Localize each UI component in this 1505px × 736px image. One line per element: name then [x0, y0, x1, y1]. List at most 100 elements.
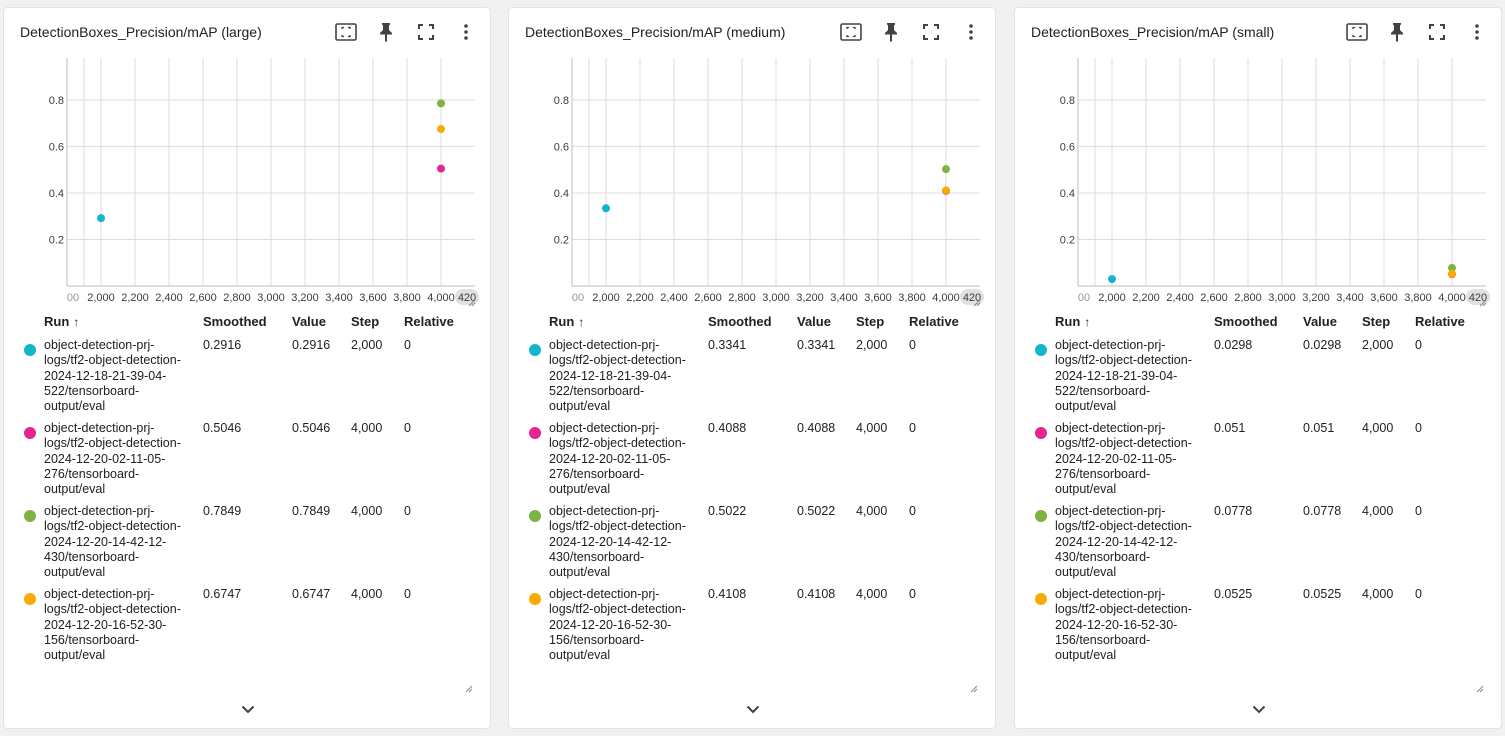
y-tick-label: 0.8 [1060, 95, 1075, 107]
column-header-step-label: Step [351, 314, 380, 329]
x-tick-label: 3,200 [291, 292, 319, 304]
run-name: object-detection-prj-logs/tf2-object-det… [44, 338, 181, 414]
scalar-chart[interactable]: 0.2 0.4 0.6 0.8 00 2,000 2,200 2,400 2,600 2,800 3… [509, 58, 984, 308]
column-header-value-label: Value [292, 314, 326, 329]
chart-resize-grip[interactable] [1479, 299, 1487, 307]
x-tick-label: 3,400 [830, 292, 858, 304]
pin-button[interactable] [879, 20, 903, 44]
table-row[interactable]: object-detection-prj-logs/tf2-object-det… [1015, 504, 1501, 584]
x-tick-label: 420 [1469, 292, 1487, 304]
run-color-dot [529, 427, 541, 439]
scalar-chart[interactable]: 0.2 0.4 0.6 0.8 00 2,000 2,200 2,400 2,600 2,800 3… [4, 58, 479, 308]
fit-to-domain-button[interactable] [334, 20, 358, 44]
column-header-step[interactable]: Step [856, 314, 884, 332]
run-color-dot [529, 510, 541, 522]
data-point[interactable] [97, 214, 105, 223]
expand-card-button[interactable] [236, 698, 260, 722]
x-tick-label: 2,400 [1166, 292, 1194, 304]
column-header-step[interactable]: Step [351, 314, 379, 332]
data-point[interactable] [942, 165, 950, 174]
pin-button[interactable] [1385, 20, 1409, 44]
step-cell: 4,000 [351, 587, 383, 601]
more-menu-button[interactable] [959, 20, 983, 44]
x-tick-label: 2,000 [87, 292, 115, 304]
run-name: object-detection-prj-logs/tf2-object-det… [549, 421, 686, 497]
column-header-value[interactable]: Value [797, 314, 831, 332]
table-row[interactable]: object-detection-prj-logs/tf2-object-det… [4, 587, 490, 667]
run-name: object-detection-prj-logs/tf2-object-det… [44, 587, 181, 663]
x-tick-label: 3,600 [1370, 292, 1398, 304]
table-row[interactable]: object-detection-prj-logs/tf2-object-det… [4, 338, 490, 418]
x-tick-label: 2,000 [1098, 292, 1126, 304]
x-tick-label: 3,200 [796, 292, 824, 304]
run-color-dot [1035, 344, 1047, 356]
smoothed-value: 0.0778 [1214, 504, 1253, 518]
table-resize-grip[interactable] [970, 680, 978, 698]
step-cell: 4,000 [1362, 504, 1394, 518]
table-row[interactable]: object-detection-prj-logs/tf2-object-det… [4, 421, 490, 501]
column-header-relative[interactable]: Relative [404, 314, 454, 332]
smoothed-value: 0.2916 [203, 338, 242, 352]
data-point[interactable] [437, 164, 445, 173]
data-point[interactable] [437, 99, 445, 108]
column-header-relative[interactable]: Relative [909, 314, 959, 332]
fullscreen-button[interactable] [919, 20, 943, 44]
table-row[interactable]: object-detection-prj-logs/tf2-object-det… [1015, 421, 1501, 501]
column-header-run[interactable]: Run ↑ [1055, 314, 1090, 332]
column-header-relative[interactable]: Relative [1415, 314, 1465, 332]
column-header-smoothed[interactable]: Smoothed [708, 314, 772, 332]
chart-resize-grip[interactable] [468, 299, 476, 307]
expand-card-button[interactable] [1247, 698, 1271, 722]
x-tick-label: 420 [963, 292, 981, 304]
x-tick-label: 2,200 [1132, 292, 1160, 304]
run-color-dot [24, 510, 36, 522]
fullscreen-button[interactable] [414, 20, 438, 44]
column-header-run[interactable]: Run ↑ [549, 314, 584, 332]
chart-resize-grip[interactable] [973, 299, 981, 307]
expand-card-button[interactable] [741, 698, 765, 722]
table-row[interactable]: object-detection-prj-logs/tf2-object-det… [4, 504, 490, 584]
fullscreen-button[interactable] [1425, 20, 1449, 44]
pin-button[interactable] [374, 20, 398, 44]
step-cell: 4,000 [351, 504, 383, 518]
column-header-run[interactable]: Run ↑ [44, 314, 79, 332]
table-row[interactable]: object-detection-prj-logs/tf2-object-det… [1015, 338, 1501, 418]
x-tick-label: 3,400 [1336, 292, 1364, 304]
column-header-step[interactable]: Step [1362, 314, 1390, 332]
column-header-smoothed[interactable]: Smoothed [203, 314, 267, 332]
more-vert-icon [464, 24, 468, 40]
value-cell: 0.6747 [292, 587, 331, 601]
smoothed-value: 0.5046 [203, 421, 242, 435]
data-point[interactable] [602, 204, 610, 213]
run-color-dot [1035, 593, 1047, 605]
table-row[interactable]: object-detection-prj-logs/tf2-object-det… [1015, 587, 1501, 667]
column-header-value[interactable]: Value [1303, 314, 1337, 332]
column-header-relative-label: Relative [909, 314, 959, 329]
table-row[interactable]: object-detection-prj-logs/tf2-object-det… [509, 338, 995, 418]
table-resize-grip[interactable] [465, 680, 473, 698]
table-resize-grip[interactable] [1476, 680, 1484, 698]
run-color-dot [24, 427, 36, 439]
table-row[interactable]: object-detection-prj-logs/tf2-object-det… [509, 421, 995, 501]
column-header-smoothed-label: Smoothed [203, 314, 267, 329]
run-name: object-detection-prj-logs/tf2-object-det… [1055, 421, 1192, 497]
table-row[interactable]: object-detection-prj-logs/tf2-object-det… [509, 587, 995, 667]
value-cell: 0.051 [1303, 421, 1335, 435]
chevron-down-icon [241, 701, 255, 719]
data-point[interactable] [1448, 263, 1456, 272]
column-header-smoothed[interactable]: Smoothed [1214, 314, 1278, 332]
data-point[interactable] [1448, 269, 1456, 278]
pin-icon [1389, 22, 1405, 42]
value-cell: 0.4108 [797, 587, 836, 601]
data-point[interactable] [437, 125, 445, 134]
fit-to-domain-button[interactable] [839, 20, 863, 44]
scalar-chart[interactable]: 0.2 0.4 0.6 0.8 00 2,000 2,200 2,400 2,600 2,800 3… [1015, 58, 1490, 308]
data-point[interactable] [942, 186, 950, 195]
more-menu-button[interactable] [1465, 20, 1489, 44]
column-header-value[interactable]: Value [292, 314, 326, 332]
more-menu-button[interactable] [454, 20, 478, 44]
table-row[interactable]: object-detection-prj-logs/tf2-object-det… [509, 504, 995, 584]
data-point[interactable] [1108, 275, 1116, 284]
run-name: object-detection-prj-logs/tf2-object-det… [44, 421, 181, 497]
fit-to-domain-button[interactable] [1345, 20, 1369, 44]
